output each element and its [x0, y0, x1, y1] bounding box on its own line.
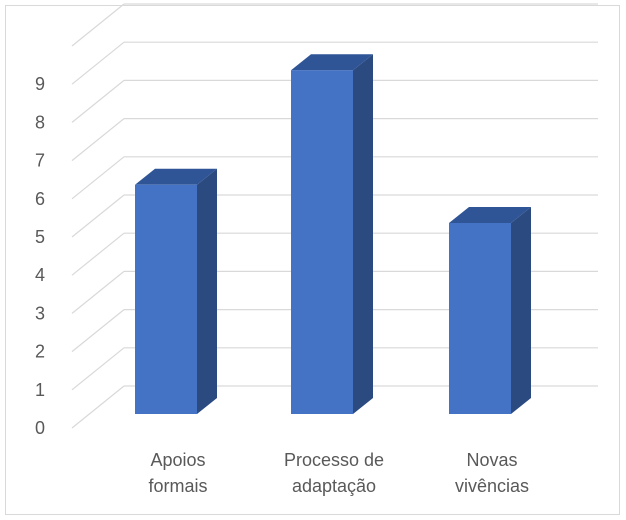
bar-side: [353, 54, 373, 414]
bar-side: [197, 168, 217, 414]
bar-front: [449, 223, 511, 414]
y-axis-ticks: 0 1 2 3 4 5 6 7 8 9: [35, 74, 45, 438]
category-label: Novas vivências: [455, 450, 529, 496]
gridline-diagonal-8: [71, 79, 125, 123]
y-tick-label: 9: [35, 74, 45, 94]
gridline-diagonal-5: [71, 194, 125, 238]
gridline-diagonal-9: [71, 41, 125, 85]
y-tick-label: 8: [35, 112, 45, 132]
gridline-diagonal-4: [71, 232, 125, 276]
y-tick-label: 7: [35, 151, 45, 171]
bar-top: [449, 207, 531, 223]
gridline-diagonal-6: [71, 156, 125, 200]
gridline-diagonal-7: [71, 118, 125, 162]
bar-2: [291, 54, 373, 414]
y-tick-label: 5: [35, 227, 45, 247]
y-tick-label: 4: [35, 265, 45, 285]
bars: [135, 54, 531, 414]
x-axis-categories: Apoios formais Processo de adaptação Novas vi…: [148, 450, 529, 496]
bar-top: [291, 54, 373, 71]
gridline-diagonal-10: [71, 3, 125, 47]
gridline-diagonal-1: [71, 347, 125, 391]
bar-3: [449, 207, 531, 414]
y-tick-label: 6: [35, 189, 45, 209]
category-label: Apoios formais: [148, 450, 207, 496]
bar-side: [511, 207, 531, 414]
bar-front: [135, 184, 197, 414]
y-tick-label: 0: [35, 418, 45, 438]
gridline-diagonal-3: [71, 270, 125, 314]
y-tick-label: 2: [35, 342, 45, 362]
bar-1: [135, 168, 217, 414]
gridline-diagonal-0: [71, 385, 125, 429]
y-tick-label: 1: [35, 380, 45, 400]
bar-top: [135, 168, 217, 185]
gridline-diagonal-2: [71, 309, 125, 353]
y-tick-label: 3: [35, 303, 45, 323]
category-label: Processo de adaptação: [284, 450, 384, 496]
bar-front: [291, 70, 353, 414]
